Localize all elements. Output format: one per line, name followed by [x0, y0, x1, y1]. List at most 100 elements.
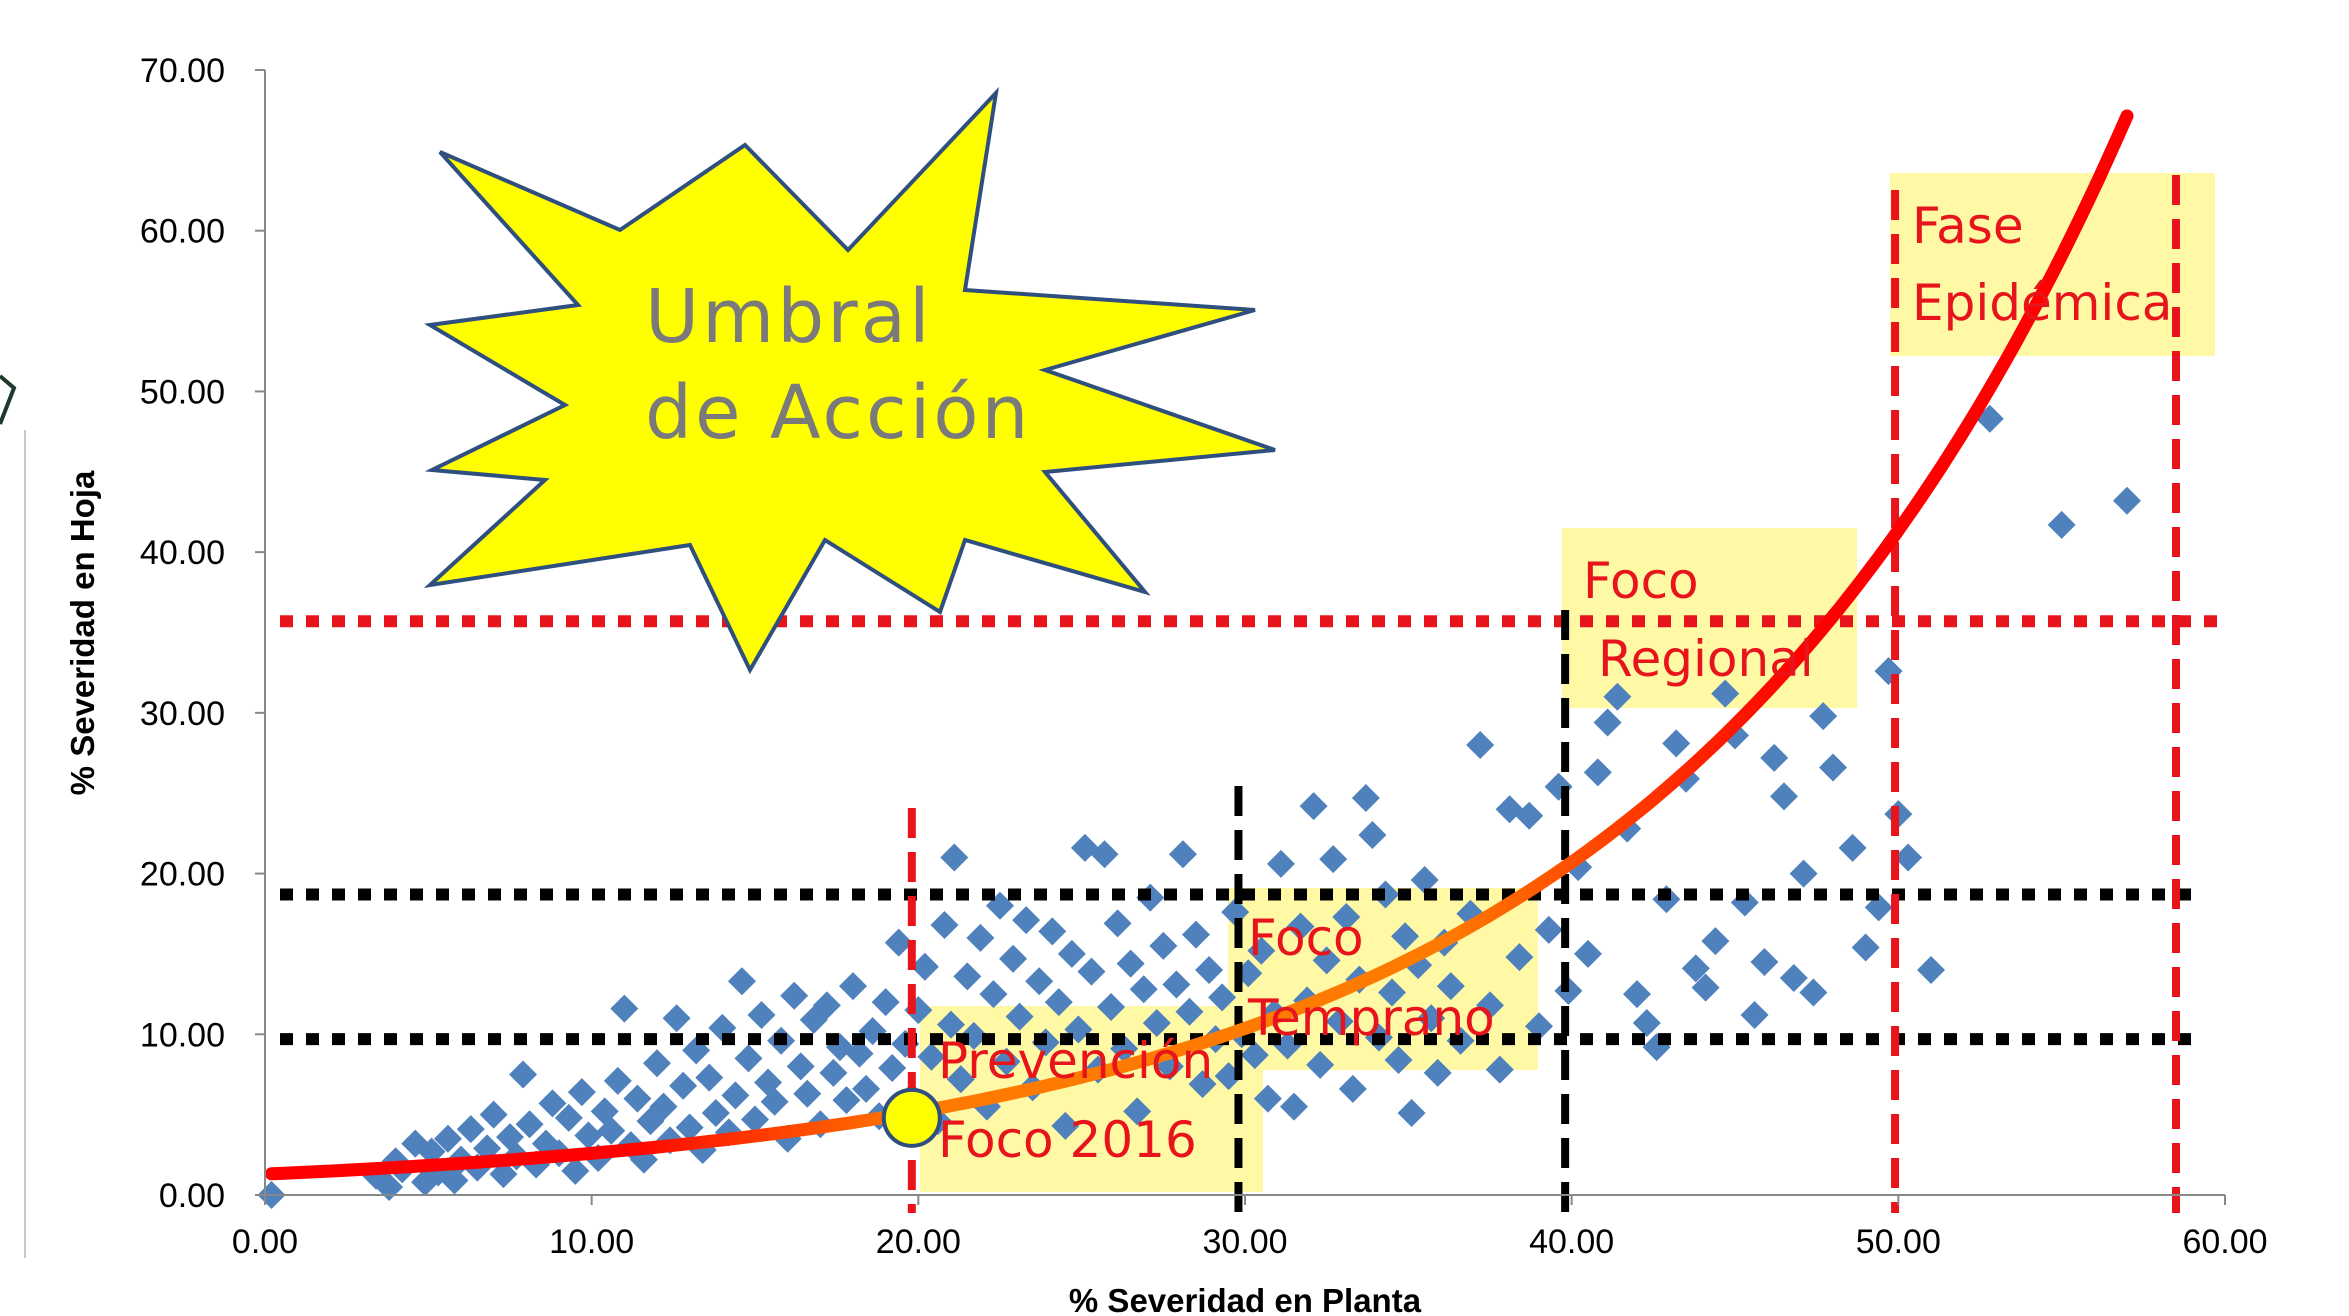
- data-point: [1809, 702, 1838, 731]
- data-point: [1005, 1002, 1034, 1031]
- data-point: [1175, 997, 1204, 1026]
- data-point: [760, 1087, 789, 1116]
- data-point: [1583, 758, 1612, 787]
- data-point: [1819, 753, 1847, 782]
- data-point: [375, 1172, 404, 1201]
- data-point: [701, 1099, 730, 1128]
- data-point: [1838, 833, 1867, 862]
- data-point: [1851, 933, 1880, 962]
- data-point: [1240, 1041, 1269, 1070]
- data-point: [940, 843, 969, 872]
- data-point: [930, 911, 959, 939]
- data-point: [999, 944, 1028, 973]
- data-point: [1711, 679, 1740, 708]
- zone-prevencion-line1: Prevención: [938, 1032, 1213, 1090]
- data-point: [1332, 902, 1361, 931]
- data-point: [1012, 906, 1041, 935]
- data-point: [1371, 880, 1400, 909]
- data-point: [1044, 988, 1073, 1017]
- data-point: [793, 1079, 822, 1108]
- data-point: [1378, 978, 1406, 1007]
- cropped-arrow-icon: [0, 374, 17, 425]
- data-point: [1770, 782, 1798, 811]
- action-threshold-point: [881, 1087, 942, 1148]
- data-point: [1266, 849, 1295, 878]
- data-point: [1917, 956, 1945, 984]
- data-point: [1116, 949, 1145, 978]
- data-point: [567, 1078, 596, 1107]
- data-point: [456, 1115, 485, 1144]
- y-tick-label: 20.00: [140, 856, 225, 894]
- data-point: [1760, 743, 1789, 772]
- data-point: [1057, 939, 1086, 968]
- data-point: [1319, 845, 1348, 874]
- data-point: [1142, 1009, 1171, 1038]
- y-tick-label: 60.00: [140, 213, 225, 251]
- x-tick-label: 10.00: [549, 1223, 634, 1261]
- data-point: [871, 988, 900, 1017]
- data-point: [1436, 972, 1465, 1001]
- data-point: [884, 928, 913, 957]
- data-point: [992, 1047, 1021, 1076]
- data-point: [1097, 992, 1126, 1021]
- data-point: [845, 1039, 874, 1068]
- data-point: [819, 1058, 848, 1087]
- data-point: [1632, 1009, 1661, 1038]
- data-point: [1129, 975, 1158, 1004]
- x-axis-label: % Severidad en Planta: [1069, 1282, 1422, 1316]
- data-point: [1280, 1092, 1308, 1121]
- data-point: [1485, 1055, 1514, 1084]
- data-point: [1168, 840, 1197, 869]
- data-point: [1123, 1097, 1152, 1126]
- data-point: [1505, 943, 1534, 972]
- data-point: [1253, 1084, 1282, 1113]
- data-point: [1077, 957, 1106, 986]
- y-tick-label: 10.00: [140, 1016, 225, 1054]
- data-point: [1286, 912, 1315, 941]
- data-point: [1188, 1070, 1217, 1099]
- data-point: [727, 967, 756, 996]
- data-point: [649, 1092, 678, 1121]
- threshold-lines: [280, 175, 2220, 1213]
- data-point: [1338, 1074, 1367, 1103]
- data-point: [937, 1010, 965, 1039]
- data-point: [1603, 682, 1632, 711]
- data-point: [1701, 927, 1730, 956]
- y-tick-label: 40.00: [140, 534, 225, 572]
- starburst-shape: [423, 86, 1276, 675]
- data-point: [662, 1004, 691, 1033]
- data-point: [1038, 917, 1067, 946]
- data-point: [721, 1081, 750, 1110]
- data-point: [2113, 486, 2141, 515]
- data-point: [561, 1156, 590, 1185]
- data-point: [1894, 843, 1923, 872]
- data-point: [832, 1086, 861, 1115]
- data-point: [597, 1116, 626, 1145]
- data-point: [780, 981, 809, 1010]
- data-point: [1662, 729, 1691, 758]
- y-tick-label: 70.00: [140, 52, 225, 90]
- x-tick-label: 20.00: [876, 1223, 961, 1261]
- data-point: [1384, 1046, 1413, 1074]
- data-point: [917, 1042, 946, 1071]
- data-point: [979, 980, 1008, 1009]
- data-point: [786, 1052, 815, 1081]
- y-tick-label: 30.00: [140, 695, 225, 733]
- data-point: [734, 1044, 763, 1073]
- x-tick-label: 40.00: [1529, 1223, 1614, 1261]
- data-point: [554, 1103, 583, 1132]
- data-point: [1779, 964, 1808, 993]
- data-point: [1051, 1111, 1080, 1140]
- data-point: [966, 923, 995, 952]
- data-point: [1182, 920, 1210, 949]
- data-point: [603, 1066, 632, 1095]
- x-tick-label: 60.00: [2182, 1223, 2267, 1261]
- data-point: [1162, 970, 1191, 999]
- data-point: [1149, 931, 1178, 960]
- data-point: [1534, 915, 1563, 944]
- data-point: [1299, 792, 1328, 821]
- data-point: [946, 1065, 975, 1094]
- data-point: [1325, 1007, 1354, 1036]
- zone-foco-regional-line2: Regional: [1598, 630, 1814, 688]
